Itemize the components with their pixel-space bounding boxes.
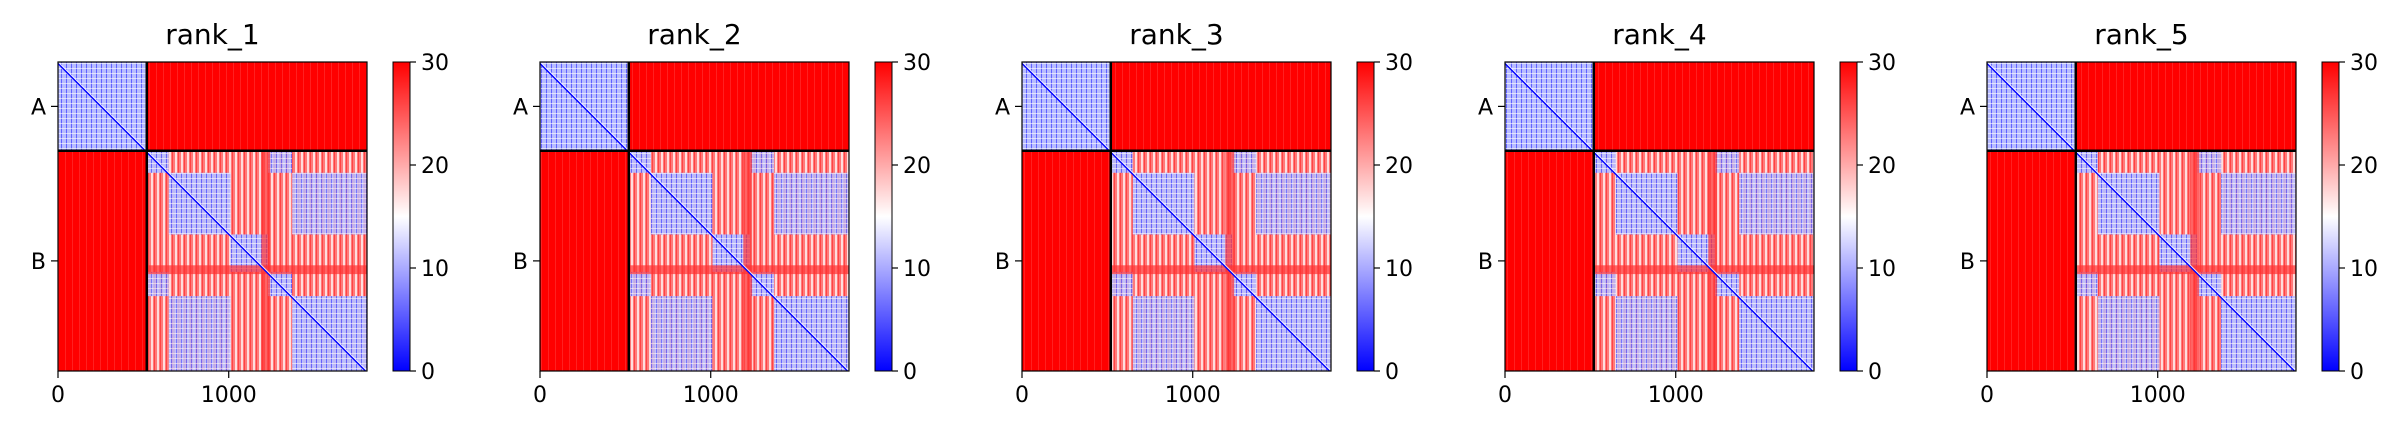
pae-heatmap [1022, 62, 1331, 371]
block-a-b [1593, 62, 1814, 151]
block-b-a [58, 150, 147, 371]
y-tick-label-A: A [31, 95, 46, 120]
colorbar-tick-label: 10 [2350, 257, 2378, 282]
colorbar-tick-label: 30 [2350, 51, 2378, 76]
y-tick-label-A: A [1478, 95, 1493, 120]
panel-title: rank_4 [1612, 18, 1706, 51]
axes-frame [57, 61, 368, 372]
x-tick-label: 0 [1498, 383, 1512, 408]
pae-heatmap [1505, 62, 1814, 371]
y-tick-label-B: B [1960, 250, 1975, 275]
x-tick-label: 0 [51, 383, 65, 408]
panel-title: rank_5 [2094, 18, 2188, 51]
colorbar-tick-label: 0 [2350, 360, 2364, 385]
colorbar-tick-label: 30 [421, 51, 449, 76]
x-tick-label: 0 [1980, 383, 1994, 408]
colorbar-tick-label: 10 [1385, 257, 1413, 282]
pae-panel-4: rank_4 0 1000 A B 0 10 20 30 [1478, 18, 1896, 408]
pae-heatmap [1987, 62, 2296, 371]
x-tick-label: 1000 [1165, 383, 1221, 408]
colorbar-tick-label: 20 [903, 154, 931, 179]
axes-frame [539, 61, 850, 372]
pae-panel-3: rank_3 0 1000 A B 0 10 20 30 [995, 18, 1413, 408]
y-tick-label-B: B [995, 250, 1010, 275]
colorbar-tick-label: 20 [1385, 154, 1413, 179]
block-a-b [2075, 62, 2296, 151]
x-tick-label: 0 [1015, 383, 1029, 408]
colorbar-tick-label: 0 [1385, 360, 1399, 385]
y-tick-label-B: B [1478, 250, 1493, 275]
block-b-a [540, 150, 629, 371]
axes-frame [1504, 61, 1815, 372]
colorbar-tick-label: 20 [1868, 154, 1896, 179]
pae-panel-1: rank_1 0 1000 A B 0 10 20 30 [31, 18, 449, 408]
colorbar [1839, 61, 1858, 372]
colorbar [874, 61, 893, 372]
x-tick-label: 1000 [683, 383, 739, 408]
colorbar-tick-label: 10 [421, 257, 449, 282]
pae-panel-5: rank_5 0 1000 A B 0 10 20 30 [1960, 18, 2378, 408]
axes-frame [1021, 61, 1332, 372]
block-b-a [1505, 150, 1594, 371]
x-tick-label: 1000 [1648, 383, 1704, 408]
colorbar-tick-label: 10 [903, 257, 931, 282]
colorbar-tick-label: 0 [1868, 360, 1882, 385]
panel-title: rank_1 [165, 18, 259, 51]
y-tick-label-B: B [31, 250, 46, 275]
colorbar-tick-label: 30 [1385, 51, 1413, 76]
colorbar-tick-label: 10 [1868, 257, 1896, 282]
block-a-b [146, 62, 367, 151]
y-tick-label-B: B [513, 250, 528, 275]
panel-title: rank_3 [1129, 18, 1223, 51]
colorbar-tick-label: 20 [2350, 154, 2378, 179]
axes-frame [1986, 61, 2297, 372]
x-tick-label: 1000 [201, 383, 257, 408]
y-tick-label-A: A [995, 95, 1010, 120]
block-b-a [1987, 150, 2076, 371]
pae-heatmap [58, 62, 367, 371]
colorbar [1356, 61, 1375, 372]
x-tick-label: 0 [533, 383, 547, 408]
colorbar-tick-label: 0 [421, 360, 435, 385]
pae-panel-2: rank_2 0 1000 A B 0 10 20 30 [513, 18, 931, 408]
block-a-b [1110, 62, 1331, 151]
colorbar [392, 61, 411, 372]
colorbar-tick-label: 30 [1868, 51, 1896, 76]
block-a-b [628, 62, 849, 151]
colorbar [2321, 61, 2340, 372]
y-tick-label-A: A [1960, 95, 1975, 120]
colorbar-tick-label: 30 [903, 51, 931, 76]
colorbar-tick-label: 20 [421, 154, 449, 179]
colorbar-tick-label: 0 [903, 360, 917, 385]
block-b-a [1022, 150, 1111, 371]
panel-title: rank_2 [647, 18, 741, 51]
pae-heatmap [540, 62, 849, 371]
x-tick-label: 1000 [2130, 383, 2186, 408]
y-tick-label-A: A [513, 95, 528, 120]
